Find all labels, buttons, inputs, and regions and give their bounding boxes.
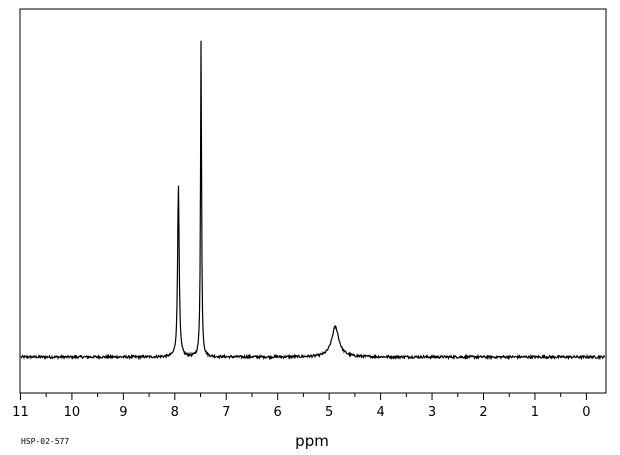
- x-tick-label: 11: [12, 405, 29, 420]
- x-tick-label: 3: [428, 405, 436, 420]
- x-tick-label: 6: [274, 405, 282, 420]
- x-tick-label: 1: [531, 405, 539, 420]
- x-axis-title: ppm: [295, 432, 329, 450]
- x-tick-label: 4: [376, 405, 384, 420]
- x-tick-label: 10: [64, 405, 81, 420]
- x-tick-label: 7: [222, 405, 230, 420]
- x-axis-ticks: [19, 393, 587, 400]
- x-tick-label: 8: [171, 405, 179, 420]
- x-tick-label: 9: [119, 405, 127, 420]
- x-tick-label: 5: [325, 405, 333, 420]
- sample-code-label: HSP-02-577: [21, 437, 69, 446]
- x-axis-tick-labels: 11 10 9 8 7 6 5 4 3 2 1 0: [12, 405, 590, 420]
- x-tick-label: 2: [479, 405, 487, 420]
- x-tick-label: 0: [582, 405, 590, 420]
- spectrum-line: [20, 40, 606, 361]
- plot-frame: [19, 8, 607, 394]
